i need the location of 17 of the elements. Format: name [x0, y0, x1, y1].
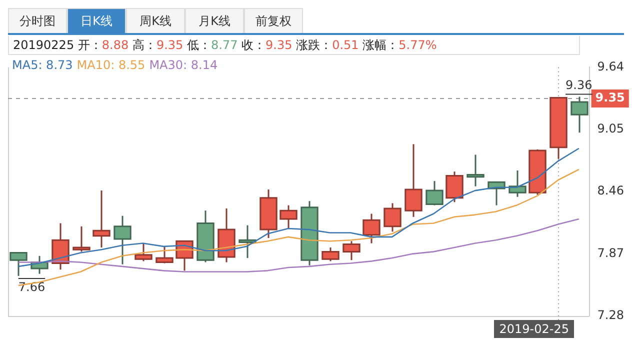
- text: 2019-02-25: [494, 320, 574, 338]
- y-tick-label: 9.64: [597, 59, 624, 74]
- y-tick-label: 8.46: [597, 184, 624, 198]
- ref-line-label: 9.35: [595, 90, 625, 105]
- y-tick-label: 9.05: [597, 122, 624, 136]
- y-tick-label: 7.87: [597, 246, 624, 260]
- text: MA30: 8.14: [149, 58, 218, 72]
- tab-button: 前复权: [244, 8, 303, 33]
- y-tick-label: 7.28: [597, 308, 624, 322]
- tab-button: 周K线: [126, 8, 185, 33]
- tab-button: 月K线: [185, 8, 244, 33]
- text: MA5: 8.73: [12, 58, 73, 72]
- tab-button: 日K线: [67, 8, 126, 33]
- chart-title: 20190225 开：8.88 高：9.35 低：8.77 收：9.35 涨跌：0.51 涨幅：5.77%: [13, 38, 437, 52]
- tab-button: 分时图: [8, 8, 67, 33]
- text: MA10: 8.55: [76, 58, 146, 72]
- annotation: 9.36: [566, 78, 592, 92]
